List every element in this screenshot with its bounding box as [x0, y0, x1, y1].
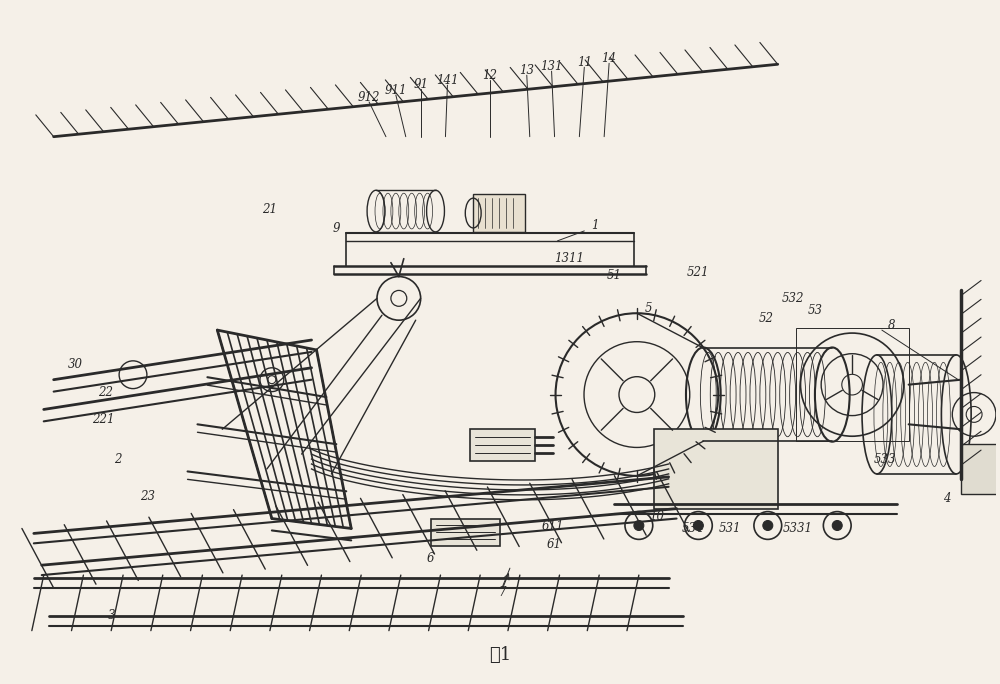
Text: 521: 521	[687, 266, 710, 279]
Text: 22: 22	[98, 386, 113, 399]
Text: 9: 9	[333, 222, 340, 235]
Circle shape	[693, 521, 703, 531]
Circle shape	[832, 521, 842, 531]
Text: 4: 4	[943, 492, 950, 505]
Text: 131: 131	[540, 60, 563, 73]
Text: 911: 911	[385, 83, 407, 96]
Text: 10: 10	[649, 510, 664, 523]
Text: 11: 11	[577, 56, 592, 69]
Text: 221: 221	[92, 413, 114, 426]
Text: 6: 6	[427, 552, 434, 565]
Text: 5: 5	[645, 302, 653, 315]
Text: 534: 534	[682, 522, 705, 535]
Text: 51: 51	[607, 269, 622, 282]
Text: 30: 30	[68, 358, 83, 371]
Text: 12: 12	[483, 68, 498, 81]
Text: 23: 23	[140, 490, 155, 503]
Text: 1: 1	[591, 220, 599, 233]
Text: 8: 8	[888, 319, 896, 332]
Text: 14: 14	[602, 52, 617, 65]
Bar	[431, 518, 500, 547]
Text: 5331: 5331	[783, 522, 813, 535]
Text: 3: 3	[107, 609, 115, 622]
Bar	[796, 328, 909, 441]
Bar	[654, 430, 778, 509]
Bar	[961, 444, 1000, 494]
Circle shape	[763, 521, 773, 531]
Text: 1311: 1311	[554, 252, 584, 265]
Text: 141: 141	[436, 74, 459, 87]
Text: 7: 7	[498, 586, 506, 599]
Text: 61: 61	[547, 538, 562, 551]
Text: 21: 21	[262, 202, 277, 215]
Bar	[470, 430, 535, 461]
Text: 53: 53	[808, 304, 823, 317]
Circle shape	[634, 521, 644, 531]
Text: 611: 611	[541, 520, 564, 533]
Text: 52: 52	[758, 312, 773, 325]
Text: 912: 912	[358, 90, 380, 103]
Bar	[473, 194, 525, 232]
Text: 2: 2	[114, 453, 122, 466]
Text: 图1: 图1	[489, 646, 511, 664]
Text: 531: 531	[719, 522, 741, 535]
Text: 13: 13	[519, 64, 534, 77]
Text: 91: 91	[413, 77, 428, 90]
Text: 533: 533	[874, 453, 896, 466]
Text: 532: 532	[781, 292, 804, 305]
